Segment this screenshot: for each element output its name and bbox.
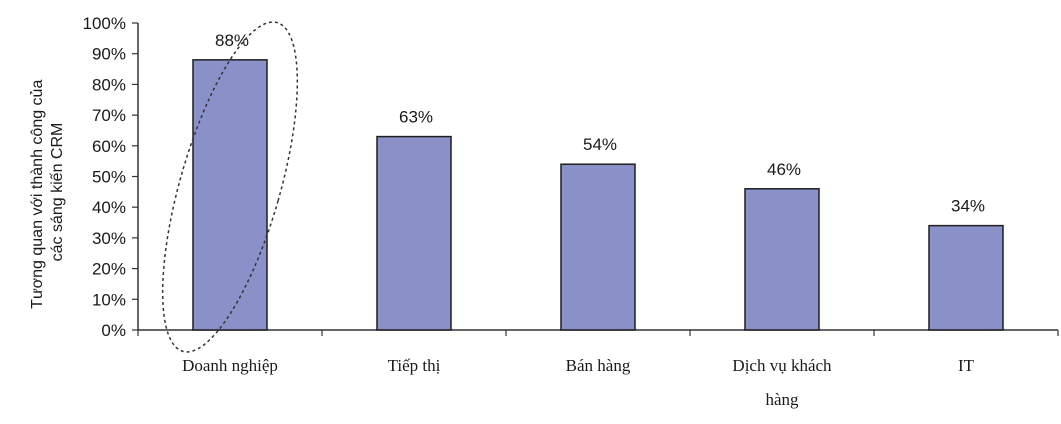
y-tick-label: 50% (92, 168, 126, 187)
y-tick-label: 40% (92, 198, 126, 217)
y-tick-label: 60% (92, 137, 126, 156)
y-tick-label: 80% (92, 75, 126, 94)
data-label: 46% (767, 160, 801, 179)
bar (744, 188, 820, 331)
data-label: 34% (951, 197, 985, 216)
bar (376, 135, 452, 331)
category-labels: Doanh nghiệp Tiếp thị Bán hàng Dịch vụ khác… (182, 356, 975, 409)
highlight-group (161, 21, 299, 353)
y-axis-ticks: 0% 10% 20% 30% 40% 50% 60% 70% 80% 90% 100% (83, 14, 138, 340)
bar (928, 224, 1004, 331)
y-axis-title-line-2: các sáng kiến CRM (49, 123, 66, 262)
y-axis-title-line-1: Tương quan với thành công của (29, 80, 46, 309)
x-tick-label: Bán hàng (566, 356, 631, 375)
bars (192, 59, 1004, 331)
x-tick-label: Tiếp thị (388, 356, 441, 375)
x-tick-label: Doanh nghiệp (182, 356, 278, 375)
bar (192, 59, 268, 331)
data-label: 63% (399, 108, 433, 127)
bar (560, 163, 636, 331)
data-labels: 88% 63% 54% 46% 34% (215, 31, 985, 216)
y-tick-label: 30% (92, 229, 126, 248)
data-label: 54% (583, 135, 617, 154)
y-tick-label: 90% (92, 45, 126, 64)
y-tick-label: 70% (92, 106, 126, 125)
x-tick-label: Dịch vụ khách hàng (732, 356, 832, 409)
y-tick-label: 0% (101, 321, 126, 340)
data-label: 88% (215, 31, 249, 50)
x-tick-label: IT (958, 356, 975, 375)
y-axis-title: Tương quan với thành công của các sáng k… (29, 75, 66, 309)
highlight-ellipse (161, 21, 299, 353)
y-tick-label: 20% (92, 260, 126, 279)
y-tick-label: 100% (83, 14, 126, 33)
y-tick-label: 10% (92, 290, 126, 309)
